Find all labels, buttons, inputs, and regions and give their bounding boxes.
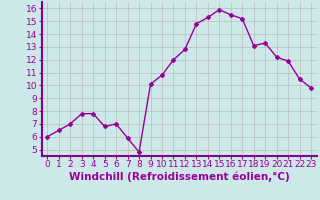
X-axis label: Windchill (Refroidissement éolien,°C): Windchill (Refroidissement éolien,°C) bbox=[69, 172, 290, 182]
